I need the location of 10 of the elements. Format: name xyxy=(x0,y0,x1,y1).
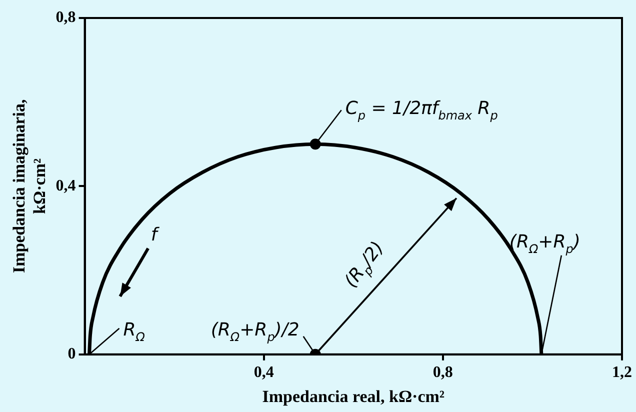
x-axis-title: Impedancia real, kΩ·cm² xyxy=(262,387,445,406)
y-tick-label: 0,4 xyxy=(56,177,76,194)
x-tick-label: 0,4 xyxy=(254,364,274,382)
y-tick-label: 0,8 xyxy=(56,9,76,26)
annotation: (Rp/2) xyxy=(340,238,388,292)
annotation: f xyxy=(150,224,160,246)
x-tick-label: 0,8 xyxy=(432,364,453,382)
x-tick-label: 1,2 xyxy=(612,364,632,382)
y-tick-label: 0 xyxy=(68,346,76,363)
y-axis-title: Impedancia imaginaria, kΩ·cm² xyxy=(10,99,49,274)
